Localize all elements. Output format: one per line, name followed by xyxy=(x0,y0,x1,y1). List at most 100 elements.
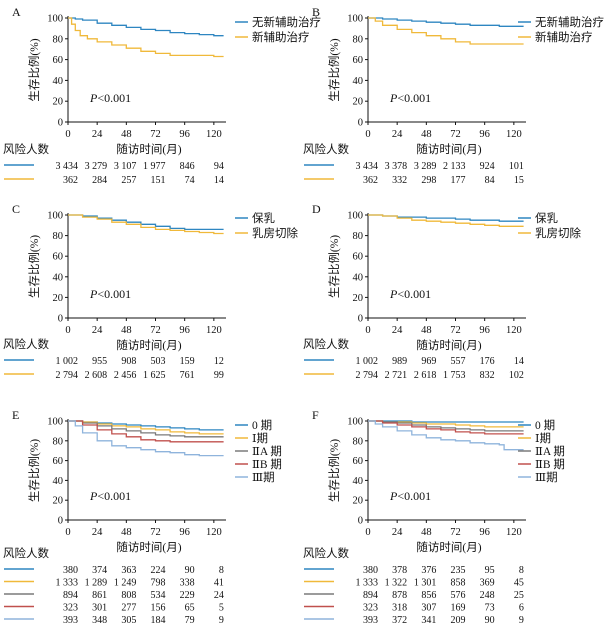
legend-label: 0 期 xyxy=(535,419,555,432)
x-tick-label: 96 xyxy=(479,527,490,538)
y-tick-label: 60 xyxy=(353,55,364,66)
panel-letter: F xyxy=(312,408,319,422)
series-line-2 xyxy=(68,214,224,235)
risk-count: 534 xyxy=(151,590,166,601)
series-line-1 xyxy=(368,17,524,27)
x-tick-label: 24 xyxy=(92,527,103,538)
y-tick-label: 40 xyxy=(53,272,64,283)
x-axis-label: 随访时间(月) xyxy=(416,338,481,352)
risk-count: 1 333 xyxy=(56,578,79,589)
y-tick-label: 20 xyxy=(353,97,364,108)
risk-count: 3 378 xyxy=(385,161,408,172)
risk-count: 305 xyxy=(121,615,136,626)
y-tick-label: 0 xyxy=(58,118,63,129)
risk-count: 861 xyxy=(92,590,107,601)
x-tick-label: 120 xyxy=(506,527,522,538)
risk-count: 1 977 xyxy=(143,161,166,172)
risk-count: 2 608 xyxy=(85,370,108,381)
legend-label: 保乳 xyxy=(535,211,558,225)
risk-count: 878 xyxy=(392,590,407,601)
risk-count: 798 xyxy=(151,578,166,589)
x-axis-label: 随访时间(月) xyxy=(116,142,181,156)
risk-count: 8 xyxy=(519,565,524,576)
x-tick-label: 72 xyxy=(150,129,161,140)
risk-count: 341 xyxy=(421,615,436,626)
risk-count: 90 xyxy=(185,565,195,576)
risk-count: 1 289 xyxy=(85,578,108,589)
risk-count: 378 xyxy=(392,565,407,576)
risk-count: 14 xyxy=(514,356,524,367)
risk-count: 9 xyxy=(519,615,524,626)
risk-count: 177 xyxy=(451,175,466,186)
x-tick-label: 120 xyxy=(206,129,222,140)
risk-count: 374 xyxy=(92,565,107,576)
x-axis-label: 随访时间(月) xyxy=(416,540,481,554)
risk-count: 955 xyxy=(92,356,107,367)
legend-label: ⅡB 期 xyxy=(252,458,282,471)
risk-count: 248 xyxy=(480,590,495,601)
series-line-4 xyxy=(68,420,224,443)
y-axis-label: 生存比例(%) xyxy=(327,439,341,502)
x-tick-label: 120 xyxy=(506,325,522,336)
risk-count: 338 xyxy=(180,578,195,589)
x-tick-label: 48 xyxy=(421,129,432,140)
y-tick-label: 60 xyxy=(353,456,364,467)
panel-a: A 0 20 40 60 80 100 0 24 48 72 96 120 生存比例(%) 随访时间(月) P… xyxy=(3,5,321,186)
risk-count: 41 xyxy=(214,578,224,589)
legend-label: 无新辅助治疗 xyxy=(535,15,604,29)
y-tick-label: 60 xyxy=(53,252,64,263)
p-value: P<0.001 xyxy=(389,287,431,301)
panel-letter: A xyxy=(12,5,21,19)
risk-count: 372 xyxy=(392,615,407,626)
risk-count: 151 xyxy=(151,175,166,186)
p-value: P<0.001 xyxy=(89,287,131,301)
series-line-2 xyxy=(368,214,524,227)
risk-count: 908 xyxy=(121,356,136,367)
panel-b: B 0 20 40 60 80 100 0 24 48 72 96 120 生存比例(%) 随访时间(月) P… xyxy=(303,5,604,186)
series-line-3 xyxy=(368,420,524,432)
risk-count: 969 xyxy=(421,356,436,367)
risk-count: 363 xyxy=(121,565,136,576)
series-line-4 xyxy=(368,420,524,435)
risk-count: 894 xyxy=(63,590,78,601)
risk-count: 257 xyxy=(121,175,136,186)
x-tick-label: 48 xyxy=(421,325,432,336)
risk-count: 5 xyxy=(219,603,224,614)
x-tick-label: 0 xyxy=(65,325,70,336)
risk-count: 332 xyxy=(392,175,407,186)
risk-count: 2 721 xyxy=(385,370,408,381)
legend-label: ⅡB 期 xyxy=(535,458,565,471)
x-tick-label: 72 xyxy=(450,325,461,336)
x-tick-label: 48 xyxy=(121,527,132,538)
y-tick-label: 0 xyxy=(58,314,63,325)
y-tick-label: 100 xyxy=(347,417,363,428)
y-tick-label: 40 xyxy=(53,476,64,487)
x-tick-label: 0 xyxy=(65,129,70,140)
risk-count: 3 434 xyxy=(356,161,379,172)
risk-table-title: 风险人数 xyxy=(3,337,49,351)
risk-count: 176 xyxy=(480,356,495,367)
p-value: P<0.001 xyxy=(89,91,131,105)
x-tick-label: 120 xyxy=(206,527,222,538)
y-tick-label: 20 xyxy=(53,496,64,507)
x-tick-label: 24 xyxy=(392,527,403,538)
series-line-2 xyxy=(68,17,224,58)
y-tick-label: 0 xyxy=(358,118,363,129)
risk-count: 73 xyxy=(485,603,495,614)
p-value: P<0.001 xyxy=(389,489,431,503)
risk-count: 856 xyxy=(421,590,436,601)
risk-count: 858 xyxy=(451,578,466,589)
x-tick-label: 72 xyxy=(150,527,161,538)
y-axis-label: 生存比例(%) xyxy=(327,235,341,298)
risk-count: 761 xyxy=(180,370,195,381)
x-tick-label: 96 xyxy=(479,325,490,336)
x-tick-label: 24 xyxy=(392,129,403,140)
risk-count: 2 618 xyxy=(414,370,437,381)
x-tick-label: 72 xyxy=(450,527,461,538)
risk-count: 1 301 xyxy=(414,578,437,589)
legend-label: 乳房切除 xyxy=(535,226,581,240)
risk-count: 376 xyxy=(421,565,436,576)
legend-label: 无新辅助治疗 xyxy=(252,15,321,29)
y-tick-label: 60 xyxy=(353,252,364,263)
y-tick-label: 20 xyxy=(353,496,364,507)
